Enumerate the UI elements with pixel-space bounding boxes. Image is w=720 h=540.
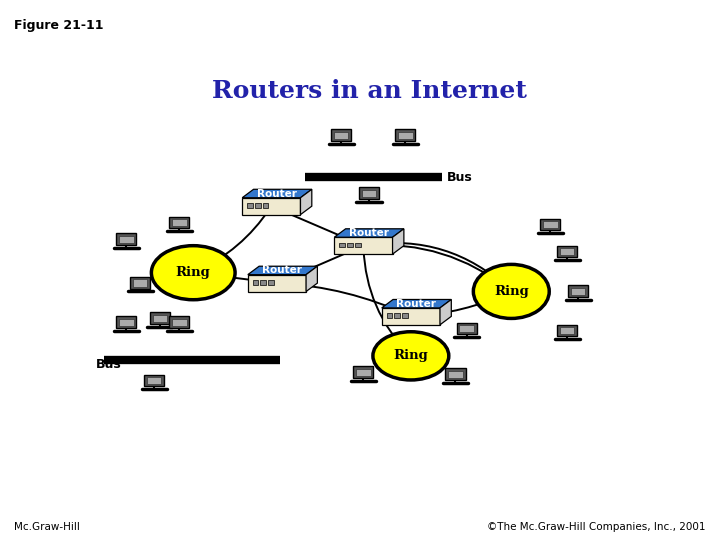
FancyBboxPatch shape — [255, 203, 261, 208]
Text: Routers in an Internet: Routers in an Internet — [212, 79, 526, 103]
FancyBboxPatch shape — [557, 246, 577, 258]
Text: Router: Router — [396, 299, 436, 309]
FancyBboxPatch shape — [133, 279, 148, 287]
FancyBboxPatch shape — [347, 242, 353, 247]
Text: Ring: Ring — [393, 349, 428, 362]
Polygon shape — [306, 266, 318, 292]
FancyBboxPatch shape — [560, 248, 575, 255]
FancyBboxPatch shape — [119, 319, 133, 326]
FancyBboxPatch shape — [355, 242, 361, 247]
FancyBboxPatch shape — [456, 322, 477, 334]
FancyBboxPatch shape — [560, 327, 575, 334]
FancyBboxPatch shape — [568, 285, 588, 297]
Polygon shape — [382, 300, 451, 308]
FancyBboxPatch shape — [144, 375, 164, 387]
Text: Figure 21-11: Figure 21-11 — [14, 19, 104, 32]
FancyBboxPatch shape — [261, 280, 266, 285]
FancyBboxPatch shape — [387, 313, 392, 318]
FancyBboxPatch shape — [169, 217, 189, 228]
FancyBboxPatch shape — [153, 314, 167, 322]
Text: Router: Router — [262, 266, 302, 275]
Text: Bus: Bus — [96, 357, 122, 370]
FancyBboxPatch shape — [268, 280, 274, 285]
FancyBboxPatch shape — [263, 203, 269, 208]
FancyBboxPatch shape — [147, 377, 161, 384]
FancyBboxPatch shape — [334, 132, 348, 139]
Ellipse shape — [473, 265, 549, 319]
Text: Ring: Ring — [494, 285, 528, 298]
FancyBboxPatch shape — [116, 316, 136, 328]
Polygon shape — [382, 308, 440, 325]
FancyBboxPatch shape — [395, 313, 400, 318]
Text: Router: Router — [348, 228, 389, 238]
Text: Router: Router — [256, 188, 297, 199]
FancyBboxPatch shape — [172, 219, 186, 226]
FancyBboxPatch shape — [449, 370, 463, 378]
Polygon shape — [242, 198, 300, 214]
FancyBboxPatch shape — [339, 242, 345, 247]
FancyBboxPatch shape — [356, 369, 371, 376]
FancyBboxPatch shape — [116, 233, 136, 245]
Polygon shape — [300, 190, 312, 214]
Polygon shape — [248, 275, 306, 292]
FancyBboxPatch shape — [172, 319, 186, 326]
Text: Mc.Graw-Hill: Mc.Graw-Hill — [14, 522, 80, 532]
Text: ©The Mc.Graw-Hill Companies, Inc., 2001: ©The Mc.Graw-Hill Companies, Inc., 2001 — [487, 522, 706, 532]
FancyBboxPatch shape — [395, 129, 415, 141]
Ellipse shape — [151, 246, 235, 300]
Polygon shape — [242, 190, 312, 198]
FancyBboxPatch shape — [119, 235, 133, 243]
Text: Bus: Bus — [447, 171, 473, 184]
Polygon shape — [392, 229, 404, 254]
Polygon shape — [248, 266, 318, 275]
FancyBboxPatch shape — [543, 221, 557, 228]
FancyBboxPatch shape — [331, 129, 351, 141]
Ellipse shape — [373, 332, 449, 380]
FancyBboxPatch shape — [446, 368, 466, 380]
FancyBboxPatch shape — [398, 132, 413, 139]
Text: Ring: Ring — [176, 266, 211, 279]
FancyBboxPatch shape — [150, 312, 170, 324]
FancyBboxPatch shape — [169, 316, 189, 328]
FancyBboxPatch shape — [402, 313, 408, 318]
FancyBboxPatch shape — [247, 203, 253, 208]
Polygon shape — [440, 300, 451, 325]
FancyBboxPatch shape — [361, 190, 377, 197]
FancyBboxPatch shape — [557, 325, 577, 336]
FancyBboxPatch shape — [459, 325, 474, 332]
FancyBboxPatch shape — [359, 187, 379, 199]
FancyBboxPatch shape — [130, 277, 150, 289]
FancyBboxPatch shape — [540, 219, 560, 231]
Polygon shape — [334, 229, 404, 237]
FancyBboxPatch shape — [253, 280, 258, 285]
Polygon shape — [334, 237, 392, 254]
FancyBboxPatch shape — [354, 366, 374, 378]
FancyBboxPatch shape — [571, 287, 585, 295]
